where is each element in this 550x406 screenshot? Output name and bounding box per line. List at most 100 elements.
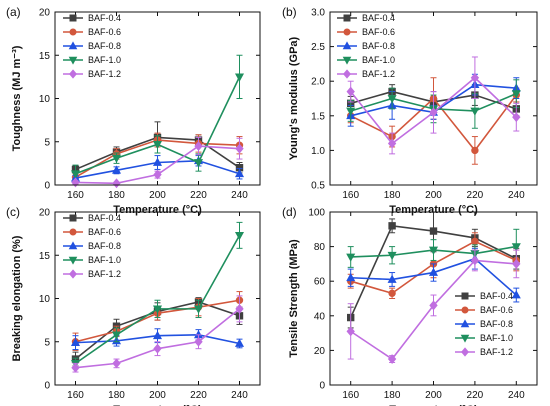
data-point (235, 164, 244, 172)
panel-label: (c) (6, 205, 20, 219)
legend-marker (69, 269, 77, 279)
y-tick-label: 80 (314, 242, 326, 253)
data-point (512, 258, 521, 269)
y-tick-label: 100 (308, 208, 325, 219)
chart-panel-d: (d) 160 180 200 220 240 0 20 40 60 80 100 Temperatur… (282, 205, 538, 406)
chart-panel-a: (a) 160 180 200 220 240 0 5 10 15 20 Temperature (°… (6, 5, 261, 216)
y-axis-title: Young's modulus (GPa) (288, 36, 300, 160)
series-BAF-1.2 (346, 56, 521, 155)
data-point (346, 107, 356, 116)
legend-label: BAF-0.4 (88, 13, 121, 23)
data-point (429, 107, 438, 118)
data-point (234, 338, 245, 347)
x-axis-title: Temperature (°C) (113, 404, 202, 406)
y-tick-label: 5 (44, 137, 50, 148)
x-tick-label: 220 (467, 190, 484, 201)
data-point (428, 267, 439, 276)
data-point (387, 138, 397, 149)
data-point (470, 255, 480, 266)
data-point (387, 274, 397, 283)
data-point (152, 140, 163, 150)
panel-label: (a) (6, 5, 21, 19)
y-tick-label: 5 (44, 337, 50, 348)
legend-label: BAF-1.2 (88, 269, 121, 279)
legend-label: BAF-1.2 (480, 347, 513, 357)
legend-label: BAF-0.8 (88, 241, 121, 251)
x-tick-label: 160 (342, 190, 359, 201)
legend-label: BAF-0.8 (88, 41, 121, 51)
y-axis-title: Toughness (MJ m⁻³) (11, 45, 23, 151)
y-tick-label: 20 (39, 8, 51, 19)
y-tick-label: 1.5 (311, 111, 325, 122)
legend-label: BAF-1.0 (362, 55, 395, 65)
legend-label: BAF-1.2 (362, 69, 395, 79)
x-tick-label: 180 (384, 390, 401, 401)
x-tick-label: 180 (108, 390, 125, 401)
series-BAF-1.0 (70, 54, 245, 183)
data-point (234, 168, 245, 178)
legend-marker (69, 228, 77, 236)
y-tick-label: 0 (319, 381, 325, 392)
data-point (153, 343, 162, 354)
legend-marker (68, 256, 78, 265)
data-point (153, 169, 162, 180)
legend-marker (69, 69, 77, 79)
data-point (234, 231, 245, 241)
data-point (235, 143, 244, 154)
x-axis-title: Temperature (°C) (113, 204, 202, 216)
data-point (388, 222, 396, 230)
legend-label: BAF-1.0 (88, 55, 121, 65)
y-tick-label: 20 (314, 346, 326, 357)
chart-panel-b: (b) 160 180 200 220 240 0.5 1.0 1.5 2.0 2.5 3.0 Temp… (282, 5, 538, 216)
data-point (429, 227, 438, 235)
data-point (511, 90, 521, 99)
legend-label: BAF-0.6 (480, 305, 513, 315)
plot-frame (329, 11, 538, 186)
legend-label: BAF-0.4 (480, 291, 513, 301)
y-tick-label: 0.5 (311, 181, 325, 192)
y-axis-title: Breaking elongation (%) (11, 235, 23, 361)
x-tick-label: 180 (384, 190, 401, 201)
data-point (471, 146, 479, 155)
legend-marker (343, 14, 351, 22)
data-point (193, 159, 204, 168)
y-tick-label: 60 (314, 277, 326, 288)
data-point (111, 331, 122, 340)
x-tick-label: 200 (149, 390, 166, 401)
x-tick-label: 220 (190, 390, 207, 401)
x-tick-label: 160 (342, 390, 359, 401)
x-axis-title: Temperature (°C) (389, 204, 478, 216)
data-point (194, 141, 203, 152)
data-point (70, 170, 81, 179)
legend-marker (69, 214, 77, 222)
data-point (194, 336, 203, 347)
data-point (71, 362, 80, 373)
data-point (387, 354, 397, 364)
x-tick-label: 200 (425, 390, 442, 401)
legend-label: BAF-0.6 (362, 27, 395, 37)
y-tick-label: 15 (39, 251, 51, 262)
x-tick-label: 240 (231, 190, 248, 201)
plot-frame (54, 11, 261, 186)
data-point (470, 107, 480, 116)
data-point (346, 253, 356, 262)
legend-label: BAF-0.8 (480, 319, 513, 329)
y-tick-label: 20 (39, 208, 51, 219)
x-tick-label: 160 (67, 190, 84, 201)
legend-marker (460, 319, 470, 328)
data-point (388, 289, 396, 298)
series-BAF-1.2 (71, 295, 244, 373)
data-point (387, 251, 397, 261)
y-tick-label: 0 (44, 381, 50, 392)
x-tick-label: 240 (508, 190, 525, 201)
data-point (429, 300, 438, 311)
plot-frame (54, 211, 261, 386)
data-point (346, 86, 355, 97)
legend: BAF-0.4 BAF-0.6 BAF-0.8 BAF-1.0 BAF-1.2 (455, 291, 513, 357)
legend-marker (343, 69, 351, 79)
x-tick-label: 160 (67, 390, 84, 401)
data-point (70, 337, 81, 346)
data-point (511, 243, 521, 252)
legend-marker (461, 292, 469, 300)
panel-label: (d) (282, 205, 297, 219)
